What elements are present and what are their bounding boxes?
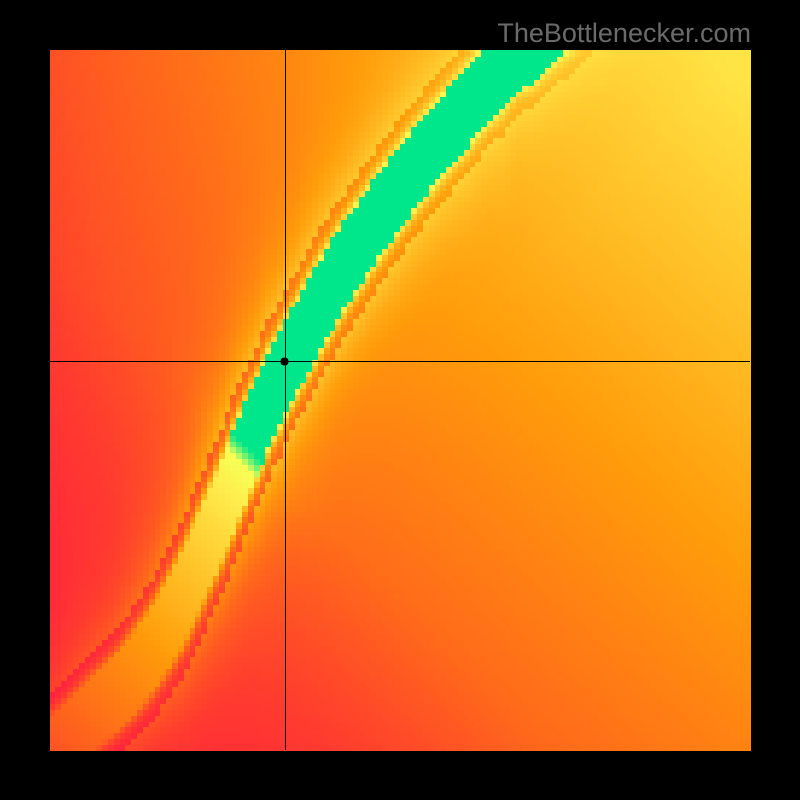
watermark-text: TheBottlenecker.com bbox=[497, 18, 751, 49]
bottleneck-heatmap bbox=[0, 0, 800, 800]
